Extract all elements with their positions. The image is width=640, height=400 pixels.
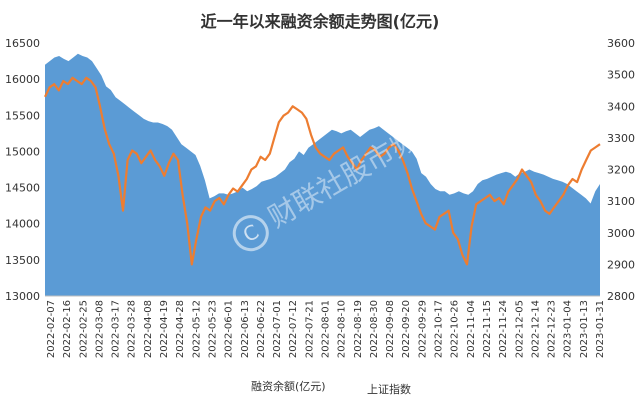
x-tick-label: 2022-11-24 (498, 300, 509, 358)
x-tick-label: 2022-03-28 (127, 300, 138, 358)
x-tick-label: 2022-07-12 (288, 300, 299, 358)
legend: 融资余额(亿元) 上证指数 (0, 378, 640, 397)
chart-title: 近一年以来融资余额走势图(亿元) (200, 12, 440, 31)
x-tick-label: 2022-09-29 (417, 300, 428, 358)
x-tick-label: 2022-04-19 (159, 300, 170, 358)
y-right-tick-label: 3100 (607, 195, 635, 208)
x-tick-label: 2022-10-26 (450, 300, 461, 358)
x-tick-label: 2022-03-17 (111, 300, 122, 358)
x-tick-label: 2022-08-01 (321, 300, 332, 358)
x-tick-label: 2022-09-08 (385, 300, 396, 358)
y-left-tick-label: 16000 (5, 73, 40, 86)
y-left-tick-label: 13000 (5, 290, 40, 303)
x-tick-label: 2022-10-17 (434, 300, 445, 358)
x-tick-label: 2022-12-14 (530, 300, 541, 358)
y-left-tick-label: 14000 (5, 218, 40, 231)
x-tick-label: 2022-06-13 (240, 300, 251, 358)
x-tick-label: 2022-05-23 (207, 300, 218, 358)
y-left-tick-label: 14500 (5, 182, 40, 195)
x-tick-label: 2022-04-08 (143, 300, 154, 358)
y-right-tick-label: 2800 (607, 290, 635, 303)
legend-item-sse-index: 上证指数 (345, 381, 411, 397)
axis-layer: 13000 13500 14000 14500 15000 15500 16000 16500… (5, 37, 635, 358)
x-tick-label: 2022-12-05 (514, 300, 525, 358)
x-tick-label: 2022-03-08 (94, 300, 105, 358)
y-left-tick-label: 16500 (5, 37, 40, 50)
y-left-tick-label: 15000 (5, 145, 40, 158)
x-tick-label: 2022-08-10 (337, 300, 348, 358)
x-tick-label: 2022-07-01 (272, 300, 283, 358)
y-left-tick-label: 15500 (5, 109, 40, 122)
legend-item-margin-balance: 融资余额(亿元) (229, 378, 326, 394)
x-tick-label: 2022-11-04 (466, 300, 477, 358)
x-tick-label: 2022-09-20 (401, 300, 412, 358)
y-right-tick-label: 3000 (607, 227, 635, 240)
x-tick-label: 2023-01-13 (579, 300, 590, 358)
x-tick-label: 2022-07-21 (304, 300, 315, 358)
legend-label-sse-index: 上证指数 (367, 383, 412, 396)
y-left-tick-label: 13500 (5, 254, 40, 267)
x-tick-label: 2022-08-30 (369, 300, 380, 358)
y-right-tick-label: 3600 (607, 37, 635, 50)
x-tick-label: 2022-02-07 (46, 300, 57, 358)
line-layer (44, 76, 601, 266)
legend-label-margin-balance: 融资余额(亿元) (250, 380, 326, 393)
y-right-tick-label: 3200 (607, 164, 635, 177)
x-tick-label: 2022-02-16 (62, 300, 73, 358)
y-right-tick-label: 3300 (607, 132, 635, 145)
x-tick-label: 2022-11-15 (482, 300, 493, 358)
x-tick-label: 2023-01-31 (595, 300, 606, 358)
y-right-tick-label: 3400 (607, 100, 635, 113)
y-right-tick-label: 3500 (607, 69, 635, 82)
legend-swatch-line (345, 388, 363, 391)
x-tick-label: 2022-08-19 (353, 300, 364, 358)
x-tick-label: 2022-05-12 (191, 300, 202, 358)
series-area-margin-balance (45, 53, 600, 296)
area-layer (45, 53, 600, 296)
x-tick-label: 2022-04-28 (175, 300, 186, 358)
x-tick-label: 2022-06-01 (224, 300, 235, 358)
x-tick-label: 2022-12-23 (547, 300, 558, 358)
series-line-sse-index (44, 76, 601, 266)
legend-swatch-area (229, 382, 247, 391)
x-tick-label: 2023-01-04 (563, 300, 574, 358)
y-right-tick-label: 2900 (607, 258, 635, 271)
x-tick-label: 2022-06-22 (256, 300, 267, 358)
x-tick-label: 2022-02-25 (78, 300, 89, 358)
